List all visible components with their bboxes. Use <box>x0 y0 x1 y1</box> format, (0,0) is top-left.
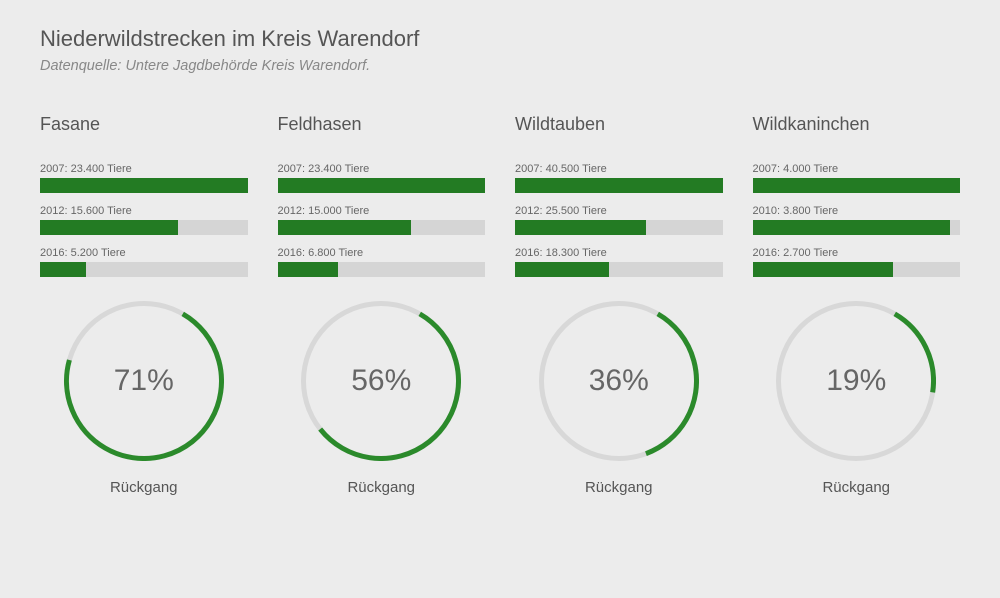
bar-fill <box>753 178 961 193</box>
donut-percent: 19% <box>776 301 936 461</box>
bar-label: 2007: 23.400 Tiere <box>278 163 486 175</box>
stat-card: Fasane 2007: 23.400 Tiere 2012: 15.600 Tie… <box>40 114 248 496</box>
bar-fill <box>40 178 248 193</box>
donut-chart: 71% <box>64 301 224 461</box>
bar-row: 2012: 25.500 Tiere <box>515 205 723 235</box>
page-subtitle: Datenquelle: Untere Jagdbehörde Kreis Wa… <box>40 58 960 74</box>
bar-label: 2007: 4.000 Tiere <box>753 163 961 175</box>
bar-label: 2016: 18.300 Tiere <box>515 247 723 259</box>
card-title: Fasane <box>40 114 248 135</box>
stat-card: Feldhasen 2007: 23.400 Tiere 2012: 15.000 … <box>278 114 486 496</box>
bar-row: 2007: 4.000 Tiere <box>753 163 961 193</box>
donut-label: Rückgang <box>822 479 890 496</box>
donut-percent: 36% <box>539 301 699 461</box>
bar-row: 2012: 15.600 Tiere <box>40 205 248 235</box>
donut-chart: 56% <box>301 301 461 461</box>
bar-track <box>515 220 723 235</box>
bar-track <box>515 262 723 277</box>
donut-percent: 56% <box>301 301 461 461</box>
bar-track <box>515 178 723 193</box>
bar-track <box>753 220 961 235</box>
donut-wrap: 56% Rückgang <box>278 301 486 496</box>
bar-fill <box>753 220 950 235</box>
bar-row: 2007: 40.500 Tiere <box>515 163 723 193</box>
donut-wrap: 36% Rückgang <box>515 301 723 496</box>
bar-label: 2016: 6.800 Tiere <box>278 247 486 259</box>
bar-track <box>40 178 248 193</box>
bar-label: 2016: 5.200 Tiere <box>40 247 248 259</box>
donut-chart: 36% <box>539 301 699 461</box>
bar-fill <box>753 262 893 277</box>
stat-card: Wildtauben 2007: 40.500 Tiere 2012: 25.500… <box>515 114 723 496</box>
page-container: Niederwildstrecken im Kreis Warendorf Da… <box>0 0 1000 516</box>
bar-row: 2010: 3.800 Tiere <box>753 205 961 235</box>
card-title: Wildtauben <box>515 114 723 135</box>
bar-fill <box>278 220 411 235</box>
donut-wrap: 71% Rückgang <box>40 301 248 496</box>
bar-label: 2007: 23.400 Tiere <box>40 163 248 175</box>
bar-row: 2016: 18.300 Tiere <box>515 247 723 277</box>
bar-track <box>753 262 961 277</box>
bar-track <box>753 178 961 193</box>
bar-label: 2012: 15.600 Tiere <box>40 205 248 217</box>
bar-label: 2016: 2.700 Tiere <box>753 247 961 259</box>
bar-track <box>278 220 486 235</box>
card-title: Feldhasen <box>278 114 486 135</box>
bar-fill <box>515 178 723 193</box>
donut-label: Rückgang <box>347 479 415 496</box>
bar-label: 2007: 40.500 Tiere <box>515 163 723 175</box>
bar-label: 2010: 3.800 Tiere <box>753 205 961 217</box>
bar-fill <box>40 220 178 235</box>
bar-row: 2012: 15.000 Tiere <box>278 205 486 235</box>
bar-track <box>278 262 486 277</box>
bar-fill <box>515 220 646 235</box>
stat-card: Wildkaninchen 2007: 4.000 Tiere 2010: 3.80… <box>753 114 961 496</box>
bar-fill <box>40 262 86 277</box>
donut-label: Rückgang <box>585 479 653 496</box>
page-title: Niederwildstrecken im Kreis Warendorf <box>40 26 960 52</box>
bar-row: 2016: 5.200 Tiere <box>40 247 248 277</box>
bar-track <box>40 220 248 235</box>
donut-label: Rückgang <box>110 479 178 496</box>
bar-row: 2007: 23.400 Tiere <box>278 163 486 193</box>
bar-row: 2016: 6.800 Tiere <box>278 247 486 277</box>
bar-label: 2012: 25.500 Tiere <box>515 205 723 217</box>
donut-percent: 71% <box>64 301 224 461</box>
bar-row: 2016: 2.700 Tiere <box>753 247 961 277</box>
bar-fill <box>278 178 486 193</box>
donut-chart: 19% <box>776 301 936 461</box>
bar-track <box>278 178 486 193</box>
bar-row: 2007: 23.400 Tiere <box>40 163 248 193</box>
bar-fill <box>515 262 609 277</box>
bar-track <box>40 262 248 277</box>
donut-wrap: 19% Rückgang <box>753 301 961 496</box>
card-title: Wildkaninchen <box>753 114 961 135</box>
cards-row: Fasane 2007: 23.400 Tiere 2012: 15.600 Tie… <box>40 114 960 496</box>
bar-fill <box>278 262 338 277</box>
bar-label: 2012: 15.000 Tiere <box>278 205 486 217</box>
